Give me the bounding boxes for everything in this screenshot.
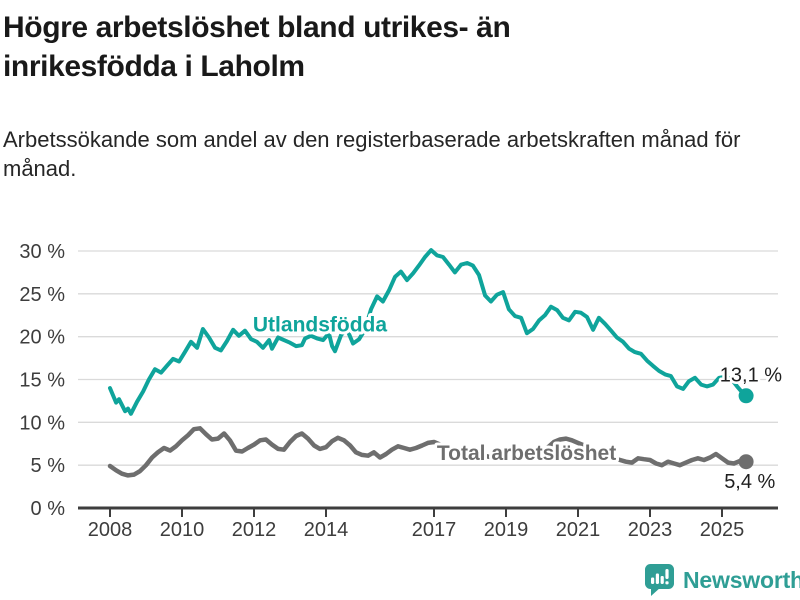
x-axis-label: 2021: [556, 519, 601, 541]
series-label: Total arbetslöshet: [437, 442, 616, 465]
x-axis-label: 2019: [484, 519, 529, 541]
brand-name: Newsworthy: [683, 566, 800, 593]
title-line-1: Högre arbetslöshet bland utrikes- än: [3, 11, 511, 44]
title-line-2: inrikesfödda i Laholm: [3, 50, 305, 83]
x-axis-label: 2008: [88, 519, 133, 541]
series-line-utlandsfodda: [108, 248, 749, 416]
y-axis-label: 15 %: [19, 370, 65, 392]
y-axis-label: 10 %: [19, 412, 65, 434]
newsworthy-logo: Newsworthy: [643, 563, 800, 597]
x-axis-label: 2017: [412, 519, 457, 541]
value-annotation: 5,4 %: [724, 471, 775, 493]
x-axis-label: 2010: [160, 519, 205, 541]
chart-subtitle: Arbetssökande som andel av den registerb…: [3, 127, 741, 181]
series-end-dot: [738, 388, 754, 404]
x-axis-label: 2014: [304, 519, 349, 541]
y-axis-label: 20 %: [19, 327, 65, 349]
x-axis-label: 2012: [232, 519, 277, 541]
x-axis-label: 2025: [700, 519, 745, 541]
y-axis-label: 5 %: [31, 455, 66, 477]
y-axis-label: 0 %: [31, 498, 66, 520]
series-line-total: [107, 426, 749, 478]
series-end-dot: [738, 454, 754, 470]
bar-chart-speech-bubble-icon: [645, 564, 674, 596]
x-axis-label: 2023: [628, 519, 673, 541]
value-annotation: 13,1 %: [720, 365, 782, 387]
page-title: Högre arbetslöshet bland utrikes- än inr…: [3, 8, 723, 86]
y-axis-label: 30 %: [19, 241, 65, 263]
series-label: Utlandsfödda: [253, 314, 387, 337]
y-axis-label: 25 %: [19, 284, 65, 306]
